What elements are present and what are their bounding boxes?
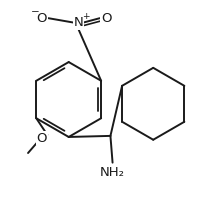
Text: O: O — [101, 12, 112, 25]
Text: NH₂: NH₂ — [100, 166, 125, 179]
Text: +: + — [82, 12, 89, 21]
Text: O: O — [37, 12, 47, 25]
Text: −: − — [31, 7, 40, 17]
Text: O: O — [37, 132, 47, 144]
Text: N: N — [73, 16, 83, 29]
